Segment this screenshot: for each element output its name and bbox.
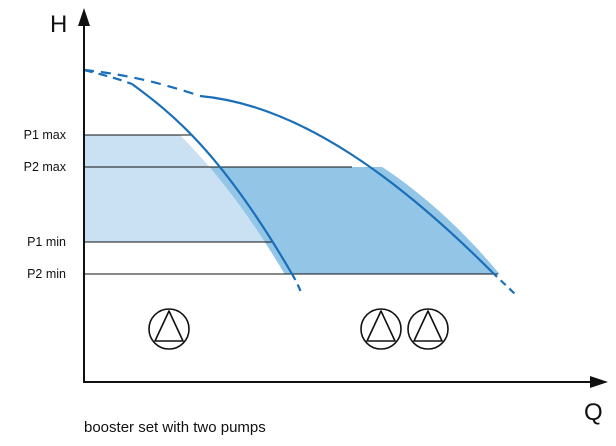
single-pump-curve-dashed-end xyxy=(291,273,303,293)
two-pump-curve xyxy=(199,94,493,273)
p1-min-label: P1 min xyxy=(27,235,66,249)
caption: booster set with two pumps xyxy=(84,419,266,436)
p1-max-label: P1 max xyxy=(24,128,67,142)
p2-min-label: P2 min xyxy=(27,267,66,281)
pump-icon xyxy=(360,308,402,350)
p2-max-label: P2 max xyxy=(24,160,67,174)
pump-icon xyxy=(148,308,190,350)
two-pump-curve-dashed-start xyxy=(83,68,201,98)
x-axis-label: Q xyxy=(584,399,603,426)
x-axis-arrow-icon xyxy=(590,376,608,388)
y-axis-arrow-icon xyxy=(78,8,90,26)
pump-icon xyxy=(407,308,449,350)
y-axis-label: H xyxy=(50,11,67,38)
two-pump-curve-dashed-end xyxy=(491,271,517,296)
single-pump-curve xyxy=(131,83,293,275)
